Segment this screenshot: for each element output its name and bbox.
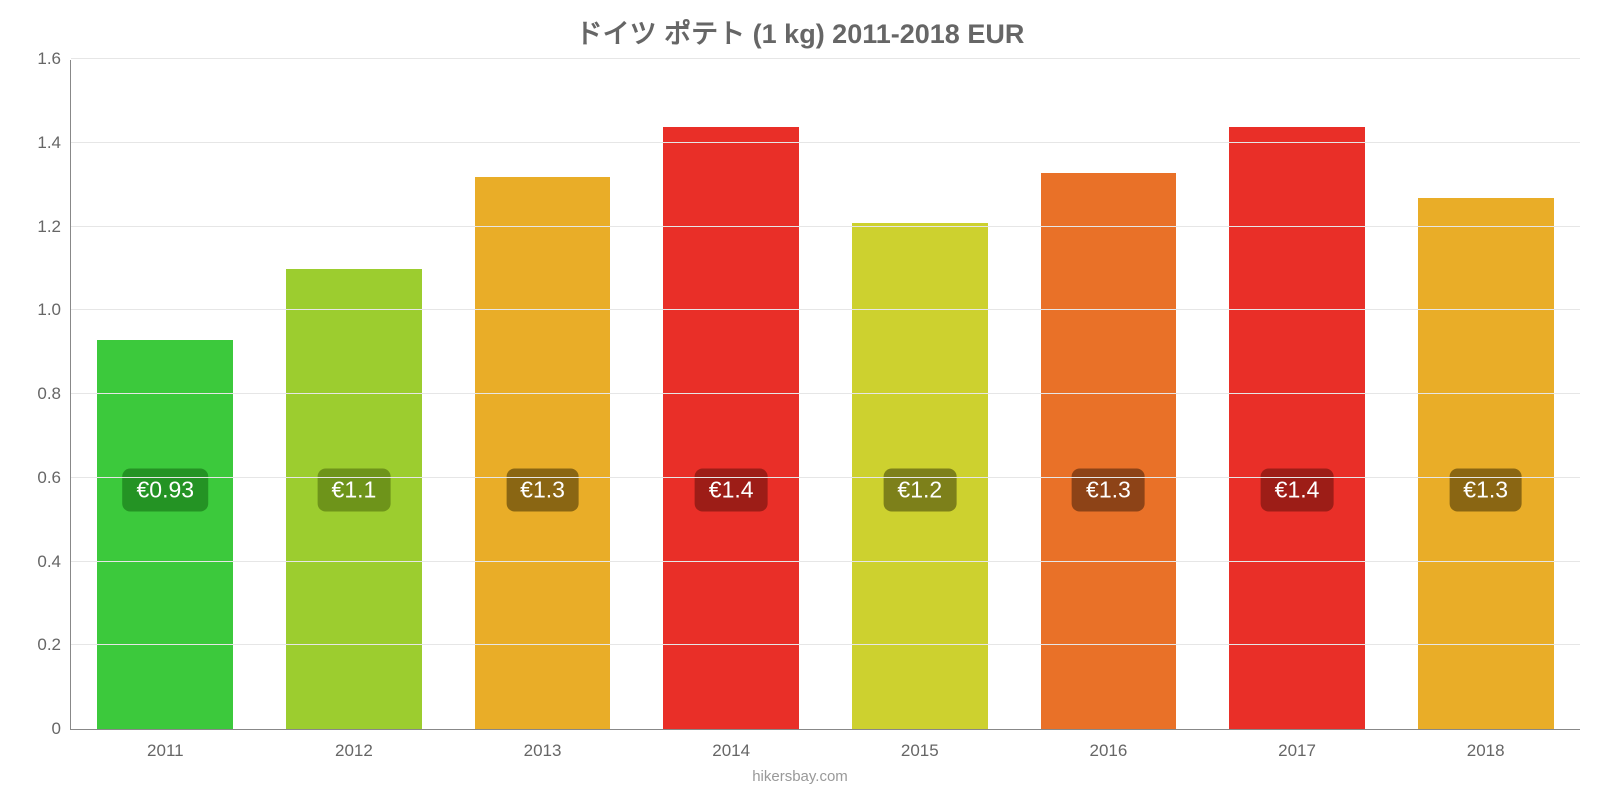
bar: €1.3 <box>1041 173 1177 729</box>
bar-slot: €1.42017 <box>1203 60 1392 729</box>
bar: €1.3 <box>1418 198 1554 729</box>
value-badge: €1.1 <box>318 469 391 512</box>
bar-slot: €0.932011 <box>71 60 260 729</box>
bar: €0.93 <box>97 340 233 729</box>
grid-line <box>71 142 1580 143</box>
bar-slot: €1.42014 <box>637 60 826 729</box>
grid-line <box>71 58 1580 59</box>
value-badge: €1.3 <box>506 469 579 512</box>
chart-title: ドイツ ポテト (1 kg) 2011-2018 EUR <box>0 0 1600 51</box>
ytick-label: 0 <box>52 719 71 739</box>
grid-line <box>71 477 1580 478</box>
value-badge: €1.3 <box>1449 469 1522 512</box>
bar-slot: €1.32013 <box>448 60 637 729</box>
xtick-label: 2015 <box>901 729 939 761</box>
grid-line <box>71 644 1580 645</box>
grid-line <box>71 393 1580 394</box>
value-badge: €1.4 <box>1261 469 1334 512</box>
grid-line <box>71 309 1580 310</box>
ytick-label: 0.8 <box>37 384 71 404</box>
plot-area: €0.932011€1.12012€1.32013€1.42014€1.2201… <box>70 60 1580 730</box>
bar: €1.3 <box>475 177 611 729</box>
grid-line <box>71 226 1580 227</box>
xtick-label: 2018 <box>1467 729 1505 761</box>
xtick-label: 2012 <box>335 729 373 761</box>
bar-slot: €1.32016 <box>1014 60 1203 729</box>
xtick-label: 2011 <box>147 729 184 761</box>
value-badge: €1.2 <box>883 469 956 512</box>
bar-slot: €1.22015 <box>826 60 1015 729</box>
chart-container: ドイツ ポテト (1 kg) 2011-2018 EUR €0.932011€1… <box>0 0 1600 800</box>
bars-container: €0.932011€1.12012€1.32013€1.42014€1.2201… <box>71 60 1580 729</box>
xtick-label: 2013 <box>524 729 562 761</box>
xtick-label: 2016 <box>1090 729 1128 761</box>
xtick-label: 2014 <box>712 729 750 761</box>
bar: €1.4 <box>663 127 799 729</box>
ytick-label: 1.6 <box>37 49 71 69</box>
grid-line <box>71 561 1580 562</box>
ytick-label: 1.4 <box>37 133 71 153</box>
ytick-label: 0.2 <box>37 635 71 655</box>
bar-slot: €1.32018 <box>1391 60 1580 729</box>
value-badge: €1.3 <box>1072 469 1145 512</box>
ytick-label: 1.2 <box>37 217 71 237</box>
ytick-label: 0.4 <box>37 552 71 572</box>
value-badge: €1.4 <box>695 469 768 512</box>
xtick-label: 2017 <box>1278 729 1316 761</box>
value-badge: €0.93 <box>123 469 209 512</box>
bar: €1.1 <box>286 269 422 729</box>
attribution-text: hikersbay.com <box>752 768 848 785</box>
bar: €1.4 <box>1229 127 1365 729</box>
ytick-label: 0.6 <box>37 468 71 488</box>
bar-slot: €1.12012 <box>260 60 449 729</box>
ytick-label: 1.0 <box>37 300 71 320</box>
